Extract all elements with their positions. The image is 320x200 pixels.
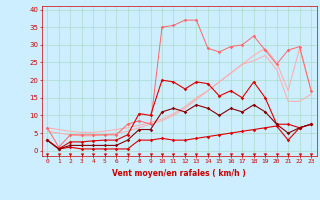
X-axis label: Vent moyen/en rafales ( km/h ): Vent moyen/en rafales ( km/h ): [112, 169, 246, 178]
